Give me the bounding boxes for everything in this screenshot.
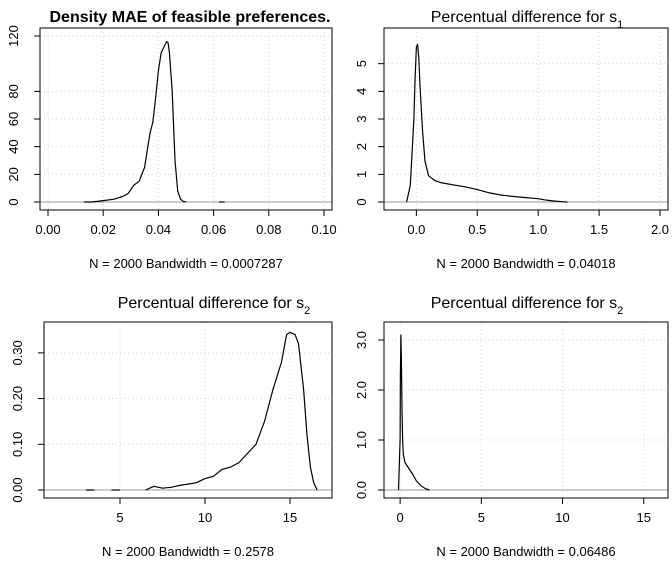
x-axis-caption: N = 2000 Bandwidth = 0.04018	[436, 256, 615, 271]
x-tick-label: 1.5	[590, 222, 608, 237]
x-tick-label: 0.00	[35, 222, 60, 237]
y-tick-label: 20	[6, 167, 21, 181]
panel-s2-density-left: 5 10 15 0.00 0.10 0.20 0.30 Percentual differen…	[10, 295, 333, 559]
y-tick-label: 0	[6, 198, 21, 205]
y-tick-label: 4	[354, 88, 369, 95]
y-tick-label: 1.0	[354, 431, 369, 449]
density-curve	[397, 334, 430, 491]
x-axis-caption: N = 2000 Bandwidth = 0.0007287	[89, 256, 283, 271]
x-axis-caption: N = 2000 Bandwidth = 0.2578	[102, 544, 274, 559]
y-tick-label: 1	[354, 171, 369, 178]
x-tick-label: 15	[283, 510, 297, 525]
y-tick-label: 0.00	[10, 477, 25, 502]
x-tick-label: 5	[116, 510, 123, 525]
y-tick-label: 0.10	[10, 432, 25, 457]
x-tick-label: 0.5	[468, 222, 486, 237]
y-tick-label: 3	[354, 115, 369, 122]
x-tick-label: 10	[198, 510, 212, 525]
density-curve	[406, 43, 568, 203]
x-tick-label: 1.0	[529, 222, 547, 237]
x-tick-label: 10	[555, 510, 569, 525]
y-tick-label: 120	[6, 25, 21, 47]
y-tick-label: 5	[354, 60, 369, 67]
density-curve	[145, 331, 318, 491]
x-tick-label: 15	[637, 510, 651, 525]
x-tick-label: 0.08	[256, 222, 281, 237]
y-tick-label: 0.20	[10, 386, 25, 411]
x-tick-label: 0	[397, 510, 404, 525]
panel-title: Density MAE of feasible preferences.	[50, 9, 331, 26]
panel-title: Percentual difference for s2	[431, 295, 624, 317]
x-tick-label: 0.04	[146, 222, 171, 237]
panel-s1-density: 0.0 0.5 1.0 1.5 2.0 0 1 2 3 4 5 Percentual differen…	[354, 9, 669, 271]
plot-frame	[383, 321, 669, 499]
panel-title: Percentual difference for s1	[431, 9, 624, 31]
y-tick-label: 2	[354, 143, 369, 150]
x-tick-label: 0.0	[407, 222, 425, 237]
panel-s2-density-right: 0 5 10 15 0.0 1.0 2.0 3.0 Percentual difference …	[354, 295, 669, 559]
x-tick-label: 0.02	[91, 222, 116, 237]
y-tick-label: 60	[6, 112, 21, 126]
panel-mae-density: 0.00 0.02 0.04 0.06 0.08 0.10 0 20 40 60 80 120 Dens…	[6, 9, 337, 271]
y-tick-label: 3.0	[354, 331, 369, 349]
y-tick-label: 0.0	[354, 481, 369, 499]
y-tick-label: 40	[6, 139, 21, 153]
y-tick-label: 80	[6, 84, 21, 98]
y-tick-label: 0	[354, 198, 369, 205]
x-tick-label: 2.0	[651, 222, 669, 237]
y-tick-label: 0.30	[10, 340, 25, 365]
y-tick-label: 2.0	[354, 381, 369, 399]
plot-frame	[383, 27, 669, 211]
plot-frame	[43, 321, 333, 499]
density-curve	[83, 40, 187, 203]
panel-title: Percentual difference for s2	[118, 295, 311, 317]
x-axis-caption: N = 2000 Bandwidth = 0.06486	[436, 544, 615, 559]
x-tick-label: 0.06	[201, 222, 226, 237]
x-tick-label: 0.10	[311, 222, 336, 237]
x-tick-label: 5	[478, 510, 485, 525]
